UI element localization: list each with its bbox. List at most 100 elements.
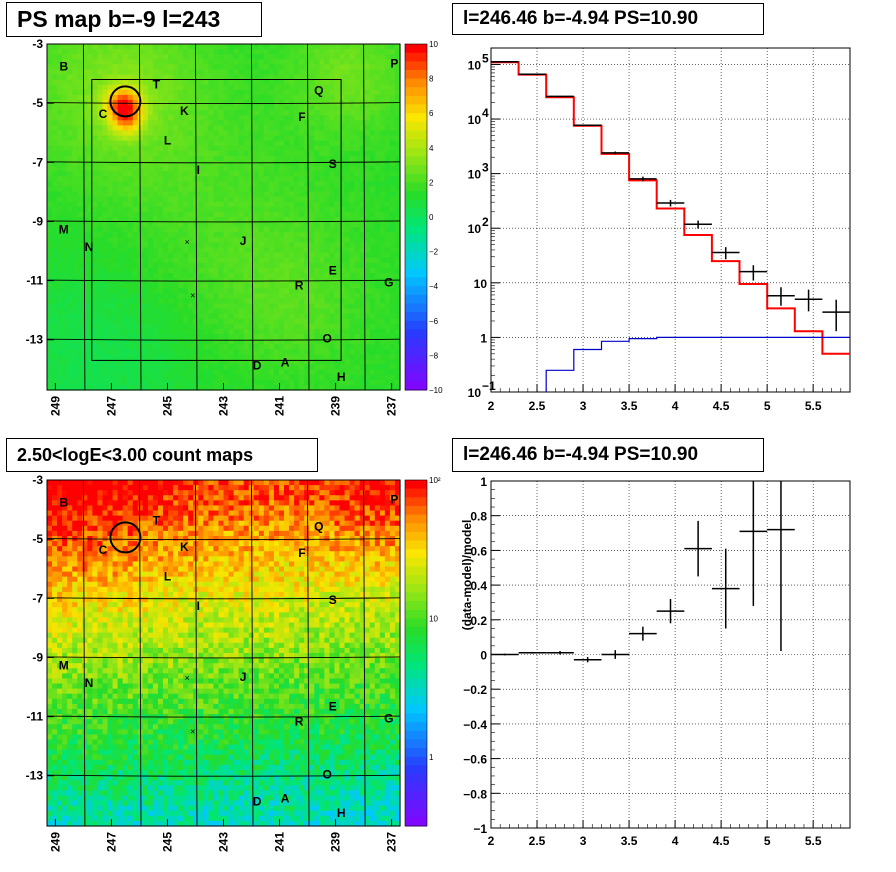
map-pixel — [218, 44, 225, 50]
map-pixel — [218, 237, 225, 244]
map-pixel — [289, 171, 295, 177]
source-label: E — [329, 264, 337, 278]
map-pixel — [329, 64, 336, 71]
map-pixel — [72, 69, 78, 76]
map-pixel — [374, 222, 381, 228]
map-pixel — [334, 176, 341, 182]
map-pixel — [309, 79, 315, 86]
map-pixel — [147, 485, 154, 491]
map-pixel — [162, 334, 169, 340]
map-pixel — [87, 155, 93, 162]
map-pixel — [178, 110, 184, 116]
map-pixel — [294, 69, 300, 76]
map-pixel — [112, 308, 119, 315]
map-pixel — [263, 115, 270, 121]
map-pixel — [238, 288, 245, 294]
map-pixel — [304, 359, 310, 366]
map-pixel — [344, 186, 351, 193]
map-pixel — [364, 191, 371, 198]
map-pixel — [218, 334, 225, 340]
map-pixel — [258, 364, 265, 371]
map-pixel — [97, 181, 104, 188]
map-pixel — [384, 374, 391, 381]
map-pixel — [183, 252, 189, 259]
map-pixel — [213, 176, 220, 182]
map-pixel — [309, 74, 315, 81]
map-pixel — [127, 105, 134, 111]
map-pixel — [349, 308, 356, 315]
map-pixel — [122, 161, 129, 167]
map-pixel — [147, 94, 154, 101]
map-pixel — [248, 364, 255, 371]
map-pixel — [72, 166, 78, 172]
map-pixel — [334, 145, 341, 152]
map-pixel — [284, 252, 290, 259]
map-pixel — [319, 181, 325, 188]
map-pixel — [349, 262, 356, 269]
map-pixel — [384, 339, 391, 345]
map-pixel — [273, 181, 280, 188]
map-pixel — [248, 267, 255, 274]
map-pixel — [284, 130, 290, 137]
map-pixel — [168, 283, 174, 289]
map-pixel — [203, 115, 209, 121]
map-pixel — [117, 318, 124, 325]
map-pixel — [319, 354, 325, 361]
map-pixel — [62, 267, 68, 274]
ps-colorbar-segment — [405, 69, 427, 80]
map-pixel — [173, 161, 179, 167]
map-pixel — [213, 313, 220, 320]
map-pixel — [334, 130, 341, 137]
map-pixel — [314, 49, 320, 55]
map-pixel — [349, 125, 356, 132]
map-pixel — [243, 369, 250, 376]
map-pixel — [173, 339, 179, 345]
map-pixel — [394, 272, 401, 279]
map-pixel — [299, 480, 305, 486]
map-pixel — [77, 283, 83, 289]
map-pixel — [314, 206, 320, 213]
map-pixel — [238, 176, 245, 182]
map-pixel — [314, 130, 320, 137]
map-pixel — [52, 334, 58, 340]
map-pixel — [349, 257, 356, 264]
map-pixel — [394, 217, 401, 223]
map-pixel — [339, 105, 346, 111]
map-pixel — [339, 480, 346, 486]
map-pixel — [394, 140, 401, 147]
map-pixel — [394, 79, 401, 86]
map-pixel — [173, 242, 179, 249]
map-pixel — [72, 64, 78, 71]
map-pixel — [273, 176, 280, 182]
map-pixel — [67, 110, 73, 116]
map-pixel — [258, 334, 265, 340]
grid-meridian — [251, 43, 254, 391]
map-pixel — [188, 105, 194, 111]
ps-colorbar-segment — [405, 95, 427, 106]
map-pixel — [289, 140, 295, 147]
map-pixel — [142, 79, 149, 86]
map-pixel — [228, 125, 235, 132]
map-pixel — [294, 262, 300, 269]
map-pixel — [394, 161, 401, 167]
map-pixel — [97, 262, 104, 269]
map-pixel — [309, 222, 315, 228]
map-pixel — [344, 303, 351, 310]
map-pixel — [384, 267, 391, 274]
ps-colorbar-segment — [405, 165, 427, 175]
map-pixel — [72, 94, 78, 101]
map-pixel — [47, 217, 53, 223]
map-pixel — [82, 191, 88, 198]
map-pixel — [112, 485, 119, 491]
map-pixel — [228, 303, 235, 310]
map-pixel — [299, 359, 305, 366]
map-pixel — [243, 480, 250, 486]
map-pixel — [107, 69, 114, 76]
map-pixel — [319, 49, 325, 55]
map-pixel — [92, 181, 99, 188]
map-pixel — [268, 74, 275, 81]
map-pixel — [127, 262, 134, 269]
map-pixel — [152, 135, 159, 142]
map-pixel — [379, 354, 386, 361]
map-pixel — [278, 130, 285, 137]
